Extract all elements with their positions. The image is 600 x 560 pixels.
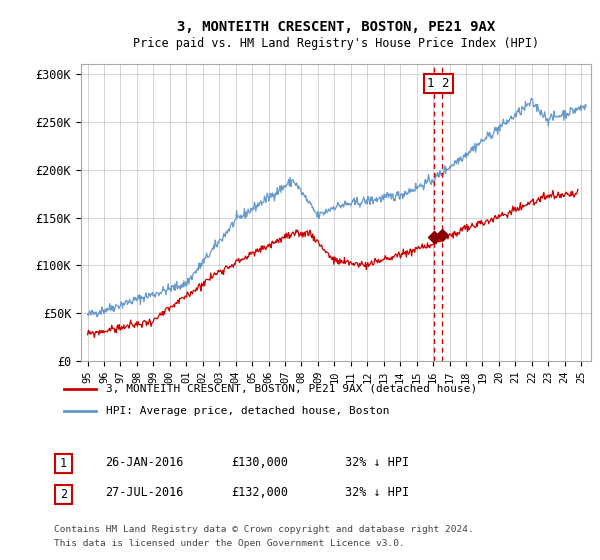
FancyBboxPatch shape [55, 454, 72, 473]
Text: 32% ↓ HPI: 32% ↓ HPI [345, 486, 409, 500]
Text: £130,000: £130,000 [231, 455, 288, 469]
Text: Price paid vs. HM Land Registry's House Price Index (HPI): Price paid vs. HM Land Registry's House … [133, 37, 539, 50]
Text: Contains HM Land Registry data © Crown copyright and database right 2024.: Contains HM Land Registry data © Crown c… [54, 525, 474, 534]
FancyBboxPatch shape [55, 485, 72, 504]
Text: 3, MONTEITH CRESCENT, BOSTON, PE21 9AX: 3, MONTEITH CRESCENT, BOSTON, PE21 9AX [177, 20, 495, 34]
Text: 26-JAN-2016: 26-JAN-2016 [105, 455, 184, 469]
Text: 1 2: 1 2 [427, 77, 449, 90]
Text: This data is licensed under the Open Government Licence v3.0.: This data is licensed under the Open Gov… [54, 539, 405, 548]
Text: 3, MONTEITH CRESCENT, BOSTON, PE21 9AX (detached house): 3, MONTEITH CRESCENT, BOSTON, PE21 9AX (… [106, 384, 478, 394]
Text: 1: 1 [60, 457, 67, 470]
Text: HPI: Average price, detached house, Boston: HPI: Average price, detached house, Bost… [106, 406, 390, 416]
Text: £132,000: £132,000 [231, 486, 288, 500]
Text: 2: 2 [60, 488, 67, 501]
Text: 32% ↓ HPI: 32% ↓ HPI [345, 455, 409, 469]
Text: 27-JUL-2016: 27-JUL-2016 [105, 486, 184, 500]
